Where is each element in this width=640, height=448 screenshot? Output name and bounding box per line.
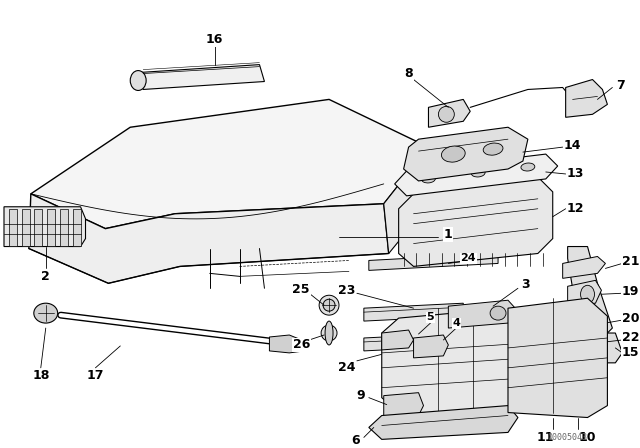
Polygon shape xyxy=(364,303,463,321)
Polygon shape xyxy=(413,335,449,358)
Text: 24: 24 xyxy=(460,254,476,263)
Ellipse shape xyxy=(319,295,339,315)
Text: 4: 4 xyxy=(452,318,460,328)
Text: 11: 11 xyxy=(537,431,554,444)
Polygon shape xyxy=(428,99,470,127)
Text: 10: 10 xyxy=(579,431,596,444)
Polygon shape xyxy=(399,177,553,267)
Ellipse shape xyxy=(490,306,506,320)
Text: 18: 18 xyxy=(32,369,49,382)
Text: 24: 24 xyxy=(338,361,356,375)
Text: 20: 20 xyxy=(621,312,639,325)
Polygon shape xyxy=(449,300,518,328)
Text: 2: 2 xyxy=(42,270,50,283)
Polygon shape xyxy=(29,194,388,283)
Text: 16: 16 xyxy=(206,33,223,46)
Polygon shape xyxy=(508,298,607,418)
Polygon shape xyxy=(22,209,29,246)
Text: 17: 17 xyxy=(86,369,104,382)
Polygon shape xyxy=(269,335,304,353)
Ellipse shape xyxy=(422,175,435,183)
Text: 00005043: 00005043 xyxy=(548,433,588,442)
Ellipse shape xyxy=(521,163,535,171)
Polygon shape xyxy=(381,330,413,350)
Polygon shape xyxy=(568,246,612,338)
Text: 7: 7 xyxy=(616,79,625,92)
Polygon shape xyxy=(384,392,424,418)
Polygon shape xyxy=(566,333,622,363)
Ellipse shape xyxy=(438,106,454,122)
Polygon shape xyxy=(564,330,602,350)
Text: 23: 23 xyxy=(339,284,356,297)
Polygon shape xyxy=(47,209,55,246)
Polygon shape xyxy=(369,405,518,439)
Ellipse shape xyxy=(321,325,337,341)
Polygon shape xyxy=(395,154,557,196)
Polygon shape xyxy=(381,308,528,413)
Polygon shape xyxy=(404,127,528,181)
Text: 5: 5 xyxy=(427,312,435,322)
Polygon shape xyxy=(563,256,605,278)
Ellipse shape xyxy=(577,302,593,314)
Polygon shape xyxy=(364,333,463,351)
Text: 22: 22 xyxy=(621,332,639,345)
Polygon shape xyxy=(568,280,602,306)
Text: 3: 3 xyxy=(522,278,530,291)
Polygon shape xyxy=(9,209,17,246)
Text: 9: 9 xyxy=(356,389,365,402)
Polygon shape xyxy=(72,209,81,246)
Ellipse shape xyxy=(471,169,485,177)
Text: 8: 8 xyxy=(404,67,413,80)
Ellipse shape xyxy=(323,299,335,311)
Text: 13: 13 xyxy=(567,168,584,181)
Polygon shape xyxy=(566,80,607,117)
Text: 12: 12 xyxy=(567,202,584,215)
Text: 26: 26 xyxy=(292,338,310,351)
Ellipse shape xyxy=(442,146,465,162)
Ellipse shape xyxy=(325,321,333,345)
Polygon shape xyxy=(60,209,68,246)
Ellipse shape xyxy=(34,303,58,323)
Ellipse shape xyxy=(483,143,503,155)
Polygon shape xyxy=(369,254,498,271)
Text: 25: 25 xyxy=(292,283,310,296)
Polygon shape xyxy=(384,147,433,254)
Polygon shape xyxy=(563,312,605,332)
Text: 1: 1 xyxy=(444,228,452,241)
Polygon shape xyxy=(35,209,42,246)
Polygon shape xyxy=(4,207,86,246)
Text: 15: 15 xyxy=(621,346,639,359)
Ellipse shape xyxy=(580,285,595,303)
Text: 21: 21 xyxy=(621,255,639,268)
Text: 19: 19 xyxy=(621,285,639,298)
Text: 6: 6 xyxy=(351,434,360,447)
Polygon shape xyxy=(138,65,264,90)
Ellipse shape xyxy=(584,321,595,331)
Polygon shape xyxy=(31,99,428,228)
Ellipse shape xyxy=(131,71,146,90)
Text: 14: 14 xyxy=(564,138,581,151)
